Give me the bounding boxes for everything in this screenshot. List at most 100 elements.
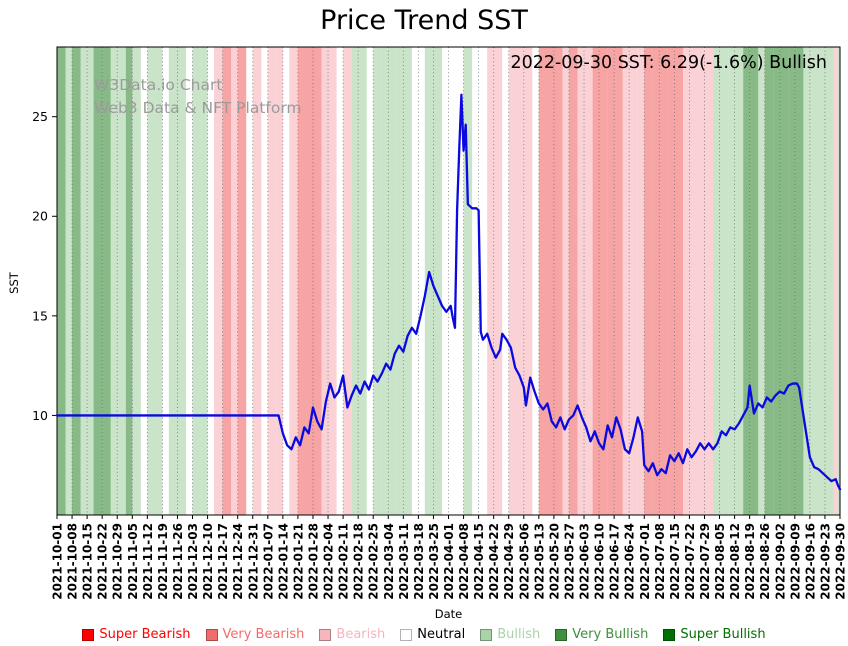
sentiment-band-bullish xyxy=(824,47,834,515)
sentiment-band-bearish xyxy=(214,47,223,515)
x-tick-label: 2021-12-31 xyxy=(246,523,260,600)
sentiment-band-bullish xyxy=(403,47,412,515)
sentiment-band-very_bullish xyxy=(764,47,774,515)
x-tick-label: 2021-11-05 xyxy=(126,523,140,600)
sentiment-band-bearish xyxy=(487,47,494,515)
sentiment-band-bullish xyxy=(713,47,720,515)
sentiment-band-very_bearish xyxy=(607,47,615,515)
x-tick-label: 2022-06-17 xyxy=(608,523,622,600)
sentiment-band-neutral xyxy=(448,47,458,515)
legend-item-bullish: Bullish xyxy=(480,627,540,642)
sentiment-band-bearish xyxy=(682,47,690,515)
legend-label-neutral: Neutral xyxy=(417,627,466,642)
legend-item-bearish: Bearish xyxy=(319,627,385,642)
sentiment-band-bearish xyxy=(562,47,569,515)
sentiment-band-bearish xyxy=(493,47,503,515)
sentiment-band-bearish xyxy=(698,47,705,515)
sentiment-band-very_bullish xyxy=(125,47,133,515)
x-tick-label: 2021-12-17 xyxy=(216,523,230,600)
sentiment-band-very_bearish xyxy=(538,47,548,515)
x-tick-label: 2022-08-05 xyxy=(713,523,727,600)
sentiment-band-very_bearish xyxy=(568,47,578,515)
sentiment-band-bullish xyxy=(396,47,404,515)
sentiment-band-bearish xyxy=(508,47,518,515)
legend-swatch-super_bullish xyxy=(663,628,676,641)
sentiment-band-very_bearish xyxy=(652,47,660,515)
sentiment-band-bearish xyxy=(629,47,638,515)
x-tick-label: 2022-05-27 xyxy=(562,523,576,600)
sentiment-band-very_bearish xyxy=(599,47,608,515)
sentiment-band-bearish xyxy=(833,47,838,515)
sentiment-band-bullish xyxy=(358,47,367,515)
sentiment-band-very_bearish xyxy=(237,47,247,515)
sentiment-band-very_bullish xyxy=(794,47,804,515)
sentiment-band-bullish xyxy=(147,47,156,515)
legend-swatch-very_bearish xyxy=(205,628,218,641)
sentiment-band-neutral xyxy=(140,47,148,515)
sentiment-band-bearish xyxy=(584,47,593,515)
sentiment-band-bearish xyxy=(689,47,699,515)
legend-label-super_bearish: Super Bearish xyxy=(99,627,191,642)
sentiment-band-very_bearish xyxy=(222,47,232,515)
x-tick-label: 2022-01-14 xyxy=(276,523,290,600)
sentiment-band-neutral xyxy=(411,47,419,515)
sentiment-band-bullish xyxy=(168,47,178,515)
sentiment-band-very_bullish xyxy=(788,47,795,515)
x-tick-label: 2022-05-06 xyxy=(517,523,531,600)
sentiment-band-very_bearish xyxy=(592,47,600,515)
sentiment-band-bullish xyxy=(65,47,73,515)
sentiment-band-bullish xyxy=(80,47,88,515)
x-tick-label: 2022-09-16 xyxy=(803,523,817,600)
y-tick-label: 20 xyxy=(32,209,48,224)
sentiment-band-bullish xyxy=(809,47,819,515)
sentiment-band-bullish xyxy=(734,47,744,515)
sentiment-band-bearish xyxy=(328,47,337,515)
x-tick-label: 2022-08-26 xyxy=(758,523,772,600)
sentiment-band-very_bullish xyxy=(93,47,103,515)
sentiment-band-bearish xyxy=(622,47,630,515)
x-tick-label: 2021-11-12 xyxy=(141,523,155,600)
sentiment-band-bullish xyxy=(424,47,434,515)
sentiment-band-neutral xyxy=(207,47,215,515)
x-axis-label: Date xyxy=(434,607,463,621)
sentiment-band-neutral xyxy=(186,47,193,515)
legend-swatch-bullish xyxy=(480,628,493,641)
x-tick-label: 2021-12-03 xyxy=(186,523,200,600)
x-tick-label: 2021-10-22 xyxy=(96,523,110,600)
x-tick-label: 2022-04-08 xyxy=(457,523,471,600)
sentiment-band-neutral xyxy=(472,47,479,515)
sentiment-band-bullish xyxy=(803,47,810,515)
sentiment-band-bullish xyxy=(117,47,126,515)
x-tick-label: 2022-01-28 xyxy=(306,523,320,600)
x-tick-label: 2022-06-03 xyxy=(578,523,592,600)
sentiment-band-bearish xyxy=(637,47,645,515)
x-tick-label: 2022-08-19 xyxy=(743,523,757,600)
x-tick-label: 2022-03-25 xyxy=(427,523,441,600)
y-axis-label: SST xyxy=(7,272,21,294)
sentiment-band-very_bearish xyxy=(547,47,554,515)
legend-item-very_bullish: Very Bullish xyxy=(555,627,648,642)
sentiment-band-very_bullish xyxy=(57,47,66,515)
sentiment-band-very_bearish xyxy=(614,47,623,515)
legend-swatch-neutral xyxy=(400,628,413,641)
x-tick-label: 2021-10-29 xyxy=(111,523,125,600)
sentiment-band-bearish xyxy=(231,47,238,515)
chart-title: Price Trend SST xyxy=(320,5,528,36)
x-tick-label: 2022-02-04 xyxy=(322,523,336,600)
legend-swatch-bearish xyxy=(319,628,332,641)
x-tick-label: 2021-12-10 xyxy=(201,523,215,600)
sentiment-band-bearish xyxy=(252,47,262,515)
sentiment-band-bullish xyxy=(201,47,208,515)
sentiment-band-very_bullish xyxy=(749,47,759,515)
sentiment-band-very_bearish xyxy=(644,47,653,515)
sentiment-band-bullish xyxy=(728,47,735,515)
sentiment-band-bullish xyxy=(463,47,473,515)
x-tick-label: 2022-04-15 xyxy=(472,523,486,600)
sentiment-band-bullish xyxy=(818,47,825,515)
sentiment-band-bullish xyxy=(381,47,389,515)
sentiment-band-very_bearish xyxy=(667,47,675,515)
sentiment-band-very_bearish xyxy=(312,47,322,515)
x-tick-label: 2021-10-01 xyxy=(51,523,65,600)
x-tick-label: 2021-11-26 xyxy=(171,523,185,600)
sentiment-band-neutral xyxy=(282,47,290,515)
